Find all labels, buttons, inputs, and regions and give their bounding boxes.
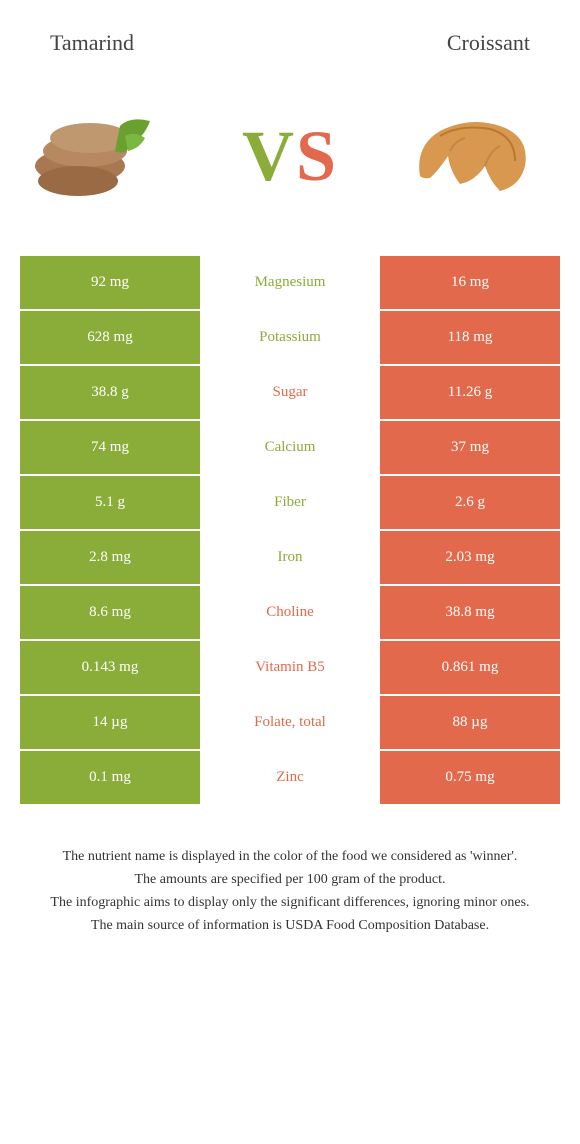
right-food-title: Croissant — [447, 30, 530, 56]
vs-s: S — [296, 115, 338, 198]
right-value: 2.03 mg — [380, 531, 560, 584]
table-row: 92 mgMagnesium16 mg — [20, 256, 560, 311]
right-value: 88 µg — [380, 696, 560, 749]
nutrient-label: Zinc — [200, 751, 380, 804]
right-value: 38.8 mg — [380, 586, 560, 639]
left-value: 38.8 g — [20, 366, 200, 419]
hero-row: V S — [0, 66, 580, 246]
header: Tamarind Croissant — [0, 0, 580, 66]
footer-line-1: The nutrient name is displayed in the co… — [30, 846, 550, 867]
vs-v: V — [242, 115, 296, 198]
left-value: 5.1 g — [20, 476, 200, 529]
table-row: 8.6 mgCholine38.8 mg — [20, 586, 560, 641]
left-value: 74 mg — [20, 421, 200, 474]
table-row: 628 mgPotassium118 mg — [20, 311, 560, 366]
nutrient-label: Fiber — [200, 476, 380, 529]
nutrient-label: Choline — [200, 586, 380, 639]
table-row: 5.1 gFiber2.6 g — [20, 476, 560, 531]
right-value: 16 mg — [380, 256, 560, 309]
nutrient-label: Folate, total — [200, 696, 380, 749]
left-value: 0.143 mg — [20, 641, 200, 694]
left-value: 92 mg — [20, 256, 200, 309]
comparison-table: 92 mgMagnesium16 mg628 mgPotassium118 mg… — [20, 256, 560, 806]
footer-line-3: The infographic aims to display only the… — [30, 892, 550, 913]
right-value: 37 mg — [380, 421, 560, 474]
left-value: 2.8 mg — [20, 531, 200, 584]
tamarind-image — [30, 96, 190, 216]
right-value: 0.75 mg — [380, 751, 560, 804]
footer-notes: The nutrient name is displayed in the co… — [0, 806, 580, 958]
left-food-title: Tamarind — [50, 30, 134, 56]
right-value: 0.861 mg — [380, 641, 560, 694]
nutrient-label: Iron — [200, 531, 380, 584]
table-row: 0.1 mgZinc0.75 mg — [20, 751, 560, 806]
nutrient-label: Calcium — [200, 421, 380, 474]
nutrient-label: Magnesium — [200, 256, 380, 309]
table-row: 74 mgCalcium37 mg — [20, 421, 560, 476]
left-value: 14 µg — [20, 696, 200, 749]
table-row: 14 µgFolate, total88 µg — [20, 696, 560, 751]
left-value: 8.6 mg — [20, 586, 200, 639]
table-row: 0.143 mgVitamin B50.861 mg — [20, 641, 560, 696]
nutrient-label: Potassium — [200, 311, 380, 364]
right-value: 118 mg — [380, 311, 560, 364]
footer-line-2: The amounts are specified per 100 gram o… — [30, 869, 550, 890]
nutrient-label: Vitamin B5 — [200, 641, 380, 694]
left-value: 628 mg — [20, 311, 200, 364]
croissant-image — [390, 96, 550, 216]
right-value: 2.6 g — [380, 476, 560, 529]
footer-line-4: The main source of information is USDA F… — [30, 915, 550, 936]
left-value: 0.1 mg — [20, 751, 200, 804]
right-value: 11.26 g — [380, 366, 560, 419]
table-row: 2.8 mgIron2.03 mg — [20, 531, 560, 586]
table-row: 38.8 gSugar11.26 g — [20, 366, 560, 421]
nutrient-label: Sugar — [200, 366, 380, 419]
vs-label: V S — [242, 115, 338, 198]
